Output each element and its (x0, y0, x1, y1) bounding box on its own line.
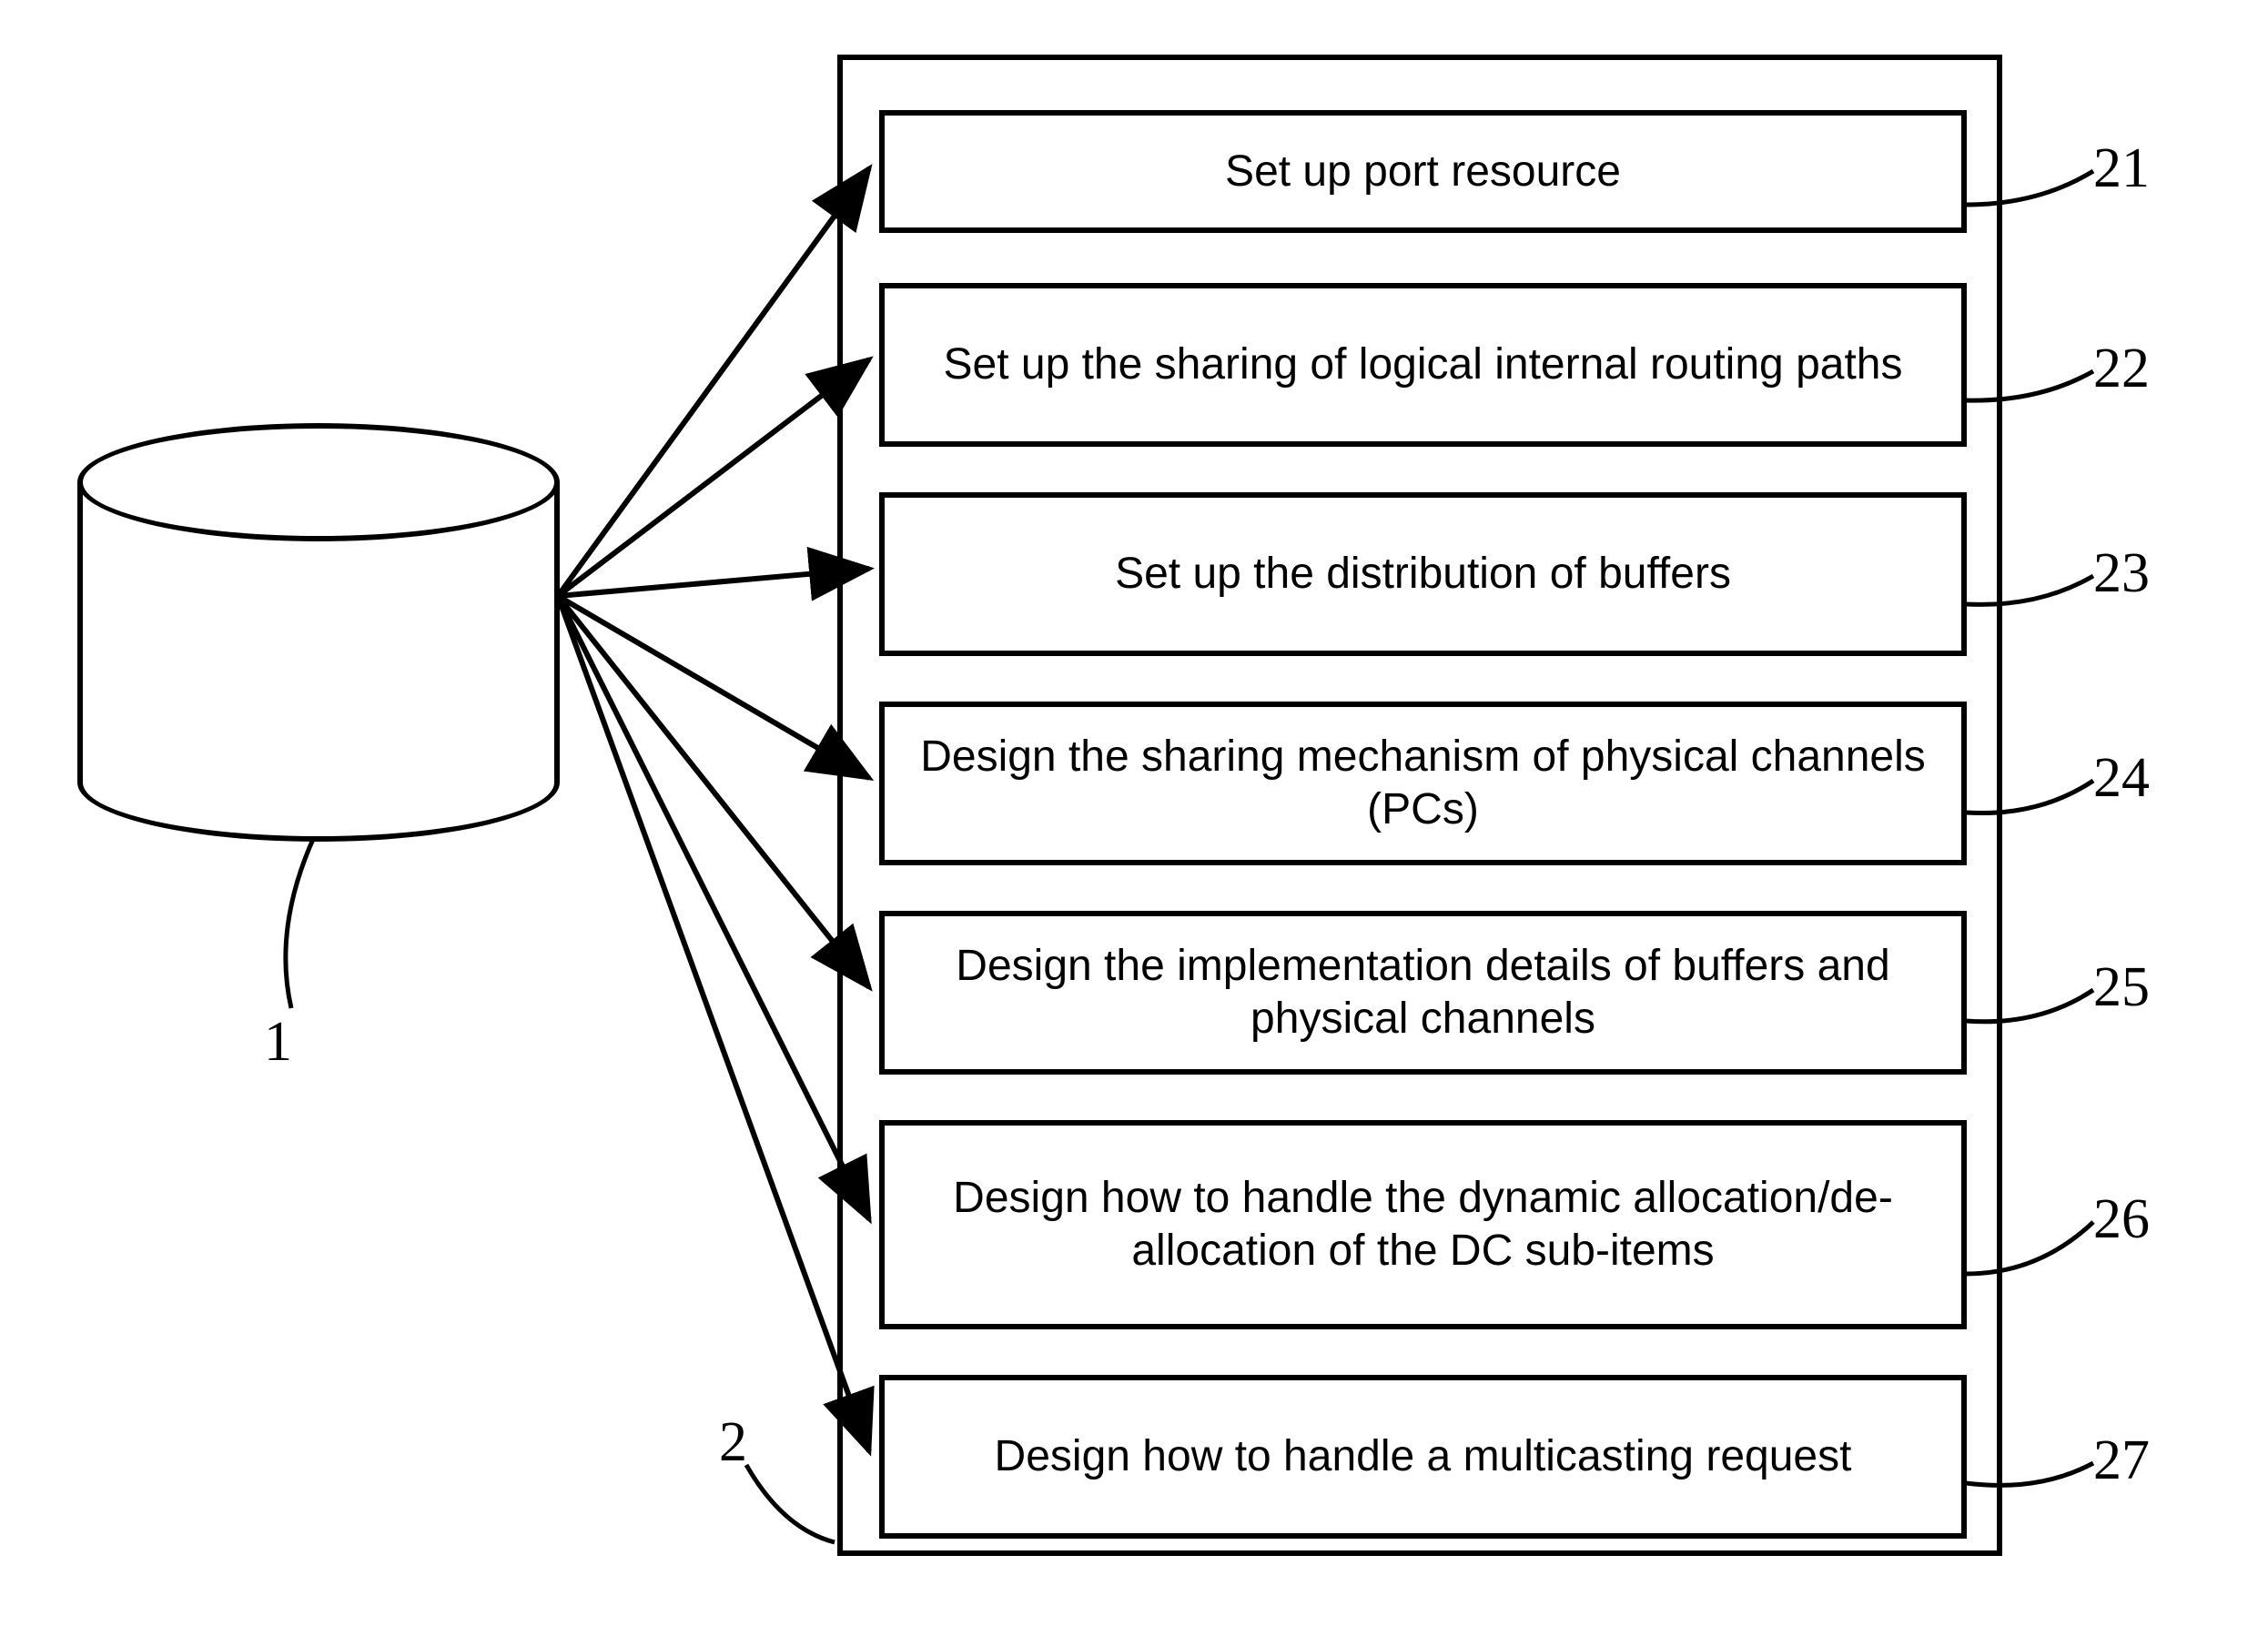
label-23: 23 (2093, 541, 2150, 606)
step-box-22: Set up the sharing of logical internal r… (879, 283, 1967, 447)
step-text: Design the implementation details of buf… (912, 940, 1934, 1045)
label-24: 24 (2093, 746, 2150, 811)
label-21: 21 (2093, 136, 2150, 201)
step-text: Design how to handle a multicasting requ… (995, 1430, 1852, 1483)
label-26: 26 (2093, 1187, 2150, 1252)
label-1: 1 (264, 1010, 292, 1075)
step-text: Set up the sharing of logical internal r… (943, 338, 1902, 391)
step-text: Design how to handle the dynamic allocat… (912, 1172, 1934, 1277)
step-box-25: Design the implementation details of buf… (879, 911, 1967, 1075)
cylinder-top-ellipse (77, 423, 560, 541)
step-box-24: Design the sharing mechanism of physical… (879, 702, 1967, 865)
label-2: 2 (719, 1410, 747, 1475)
diagram-root: Set up port resource Set up the sharing … (0, 0, 2268, 1636)
label-25: 25 (2093, 955, 2150, 1020)
step-box-21: Set up port resource (879, 110, 1967, 233)
step-text: Set up the distribution of buffers (1115, 548, 1731, 601)
step-text: Design the sharing mechanism of physical… (912, 731, 1934, 835)
label-22: 22 (2093, 337, 2150, 401)
step-text: Set up port resource (1225, 146, 1621, 198)
source-cylinder (77, 423, 560, 842)
arrows-group (558, 168, 869, 1451)
step-box-27: Design how to handle a multicasting requ… (879, 1375, 1967, 1539)
label-27: 27 (2093, 1429, 2150, 1493)
step-box-23: Set up the distribution of buffers (879, 492, 1967, 656)
step-box-26: Design how to handle the dynamic allocat… (879, 1120, 1967, 1329)
steps-container-box: Set up port resource Set up the sharing … (837, 55, 2002, 1556)
